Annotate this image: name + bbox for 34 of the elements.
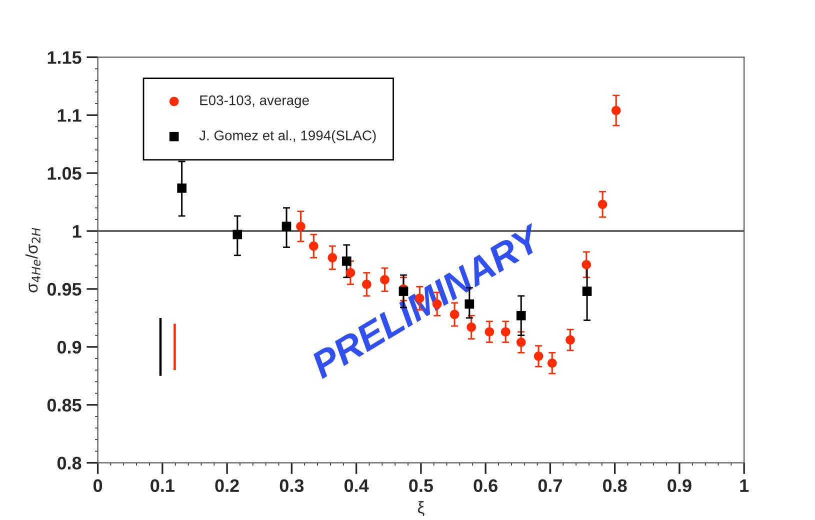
- x-tick-label: 0.3: [280, 479, 304, 492]
- y-tick-label: 0.95: [47, 282, 82, 296]
- point: [282, 222, 292, 232]
- point: [582, 260, 592, 270]
- x-tick-label: 0.7: [538, 479, 562, 492]
- y-tick-label: 0.8: [57, 456, 82, 470]
- x-tick-label: 0.6: [474, 479, 498, 492]
- point: [582, 286, 592, 296]
- x-axis-title: ξ: [418, 501, 424, 516]
- point: [177, 183, 186, 193]
- y-tick-label: 1.1: [58, 109, 82, 122]
- point: [566, 335, 575, 345]
- y-tick-label: 1.15: [48, 51, 82, 64]
- point: [598, 200, 608, 210]
- y-tick-label: 0.9: [57, 340, 82, 354]
- x-tick-label: 0.8: [603, 479, 627, 492]
- y-tick-label: 0.85: [47, 398, 82, 412]
- point: [534, 352, 544, 361]
- x-tick-label: 1: [740, 479, 749, 492]
- x-tick-label: 0.9: [668, 479, 692, 492]
- y-axis-title: σ$_{4He}$/σ$_{2H}$: [26, 228, 40, 292]
- legend-label: E03-103, average: [200, 95, 309, 108]
- y-tick-label: 1: [72, 225, 82, 238]
- x-tick-label: 0.2: [215, 479, 239, 492]
- legend-label: J. Gomez et al., 1994(SLAC): [199, 130, 376, 144]
- point: [547, 358, 557, 368]
- point: [296, 222, 306, 232]
- x-tick-label: 0.5: [409, 479, 433, 492]
- x-tick-label: 0.4: [344, 479, 369, 492]
- point: [611, 106, 621, 116]
- point: [232, 230, 242, 240]
- x-tick-label: 0: [93, 479, 102, 492]
- y-tick-label: 1.05: [48, 167, 82, 180]
- x-tick-label: 0.1: [150, 479, 174, 492]
